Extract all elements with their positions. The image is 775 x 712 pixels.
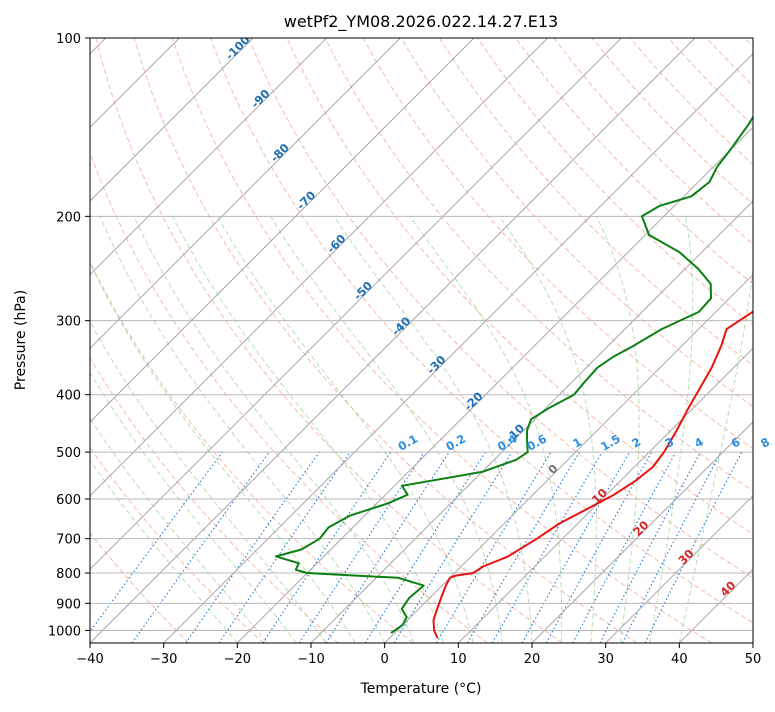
x-tick-label: −20 — [224, 652, 251, 667]
y-tick-label: 800 — [56, 567, 81, 582]
y-axis-label: Pressure (hPa) — [13, 290, 29, 390]
x-tick-label: 30 — [597, 652, 614, 667]
x-tick-label: 40 — [671, 652, 688, 667]
y-axis: 100 200 300 400 500 600 700 800 900 1000 — [48, 32, 90, 639]
x-tick-label: 20 — [524, 652, 541, 667]
y-tick-label: 1000 — [48, 624, 81, 639]
chart-title: wetPf2_YM08.2026.022.14.27.E13 — [284, 12, 558, 32]
y-tick-label: 700 — [56, 533, 81, 548]
mixing-ratio-label: 8 — [758, 435, 772, 451]
plot-background — [90, 38, 753, 643]
x-axis-label: Temperature (°C) — [360, 681, 482, 697]
x-tick-label: −10 — [297, 652, 324, 667]
x-tick-label: −40 — [76, 652, 103, 667]
y-tick-label: 400 — [56, 389, 81, 404]
y-tick-label: 100 — [56, 32, 81, 47]
y-tick-label: 200 — [56, 210, 81, 225]
y-tick-label: 500 — [56, 446, 81, 461]
y-tick-label: 900 — [56, 597, 81, 612]
x-tick-label: 0 — [381, 652, 389, 667]
x-tick-label: 10 — [450, 652, 467, 667]
isotherm-line — [753, 38, 775, 643]
x-axis: −40 −30 −20 −10 0 10 20 30 40 50 — [76, 643, 761, 667]
x-tick-label: −30 — [150, 652, 177, 667]
x-tick-label: 50 — [745, 652, 762, 667]
y-tick-label: 600 — [56, 493, 81, 508]
y-tick-label: 300 — [56, 315, 81, 330]
